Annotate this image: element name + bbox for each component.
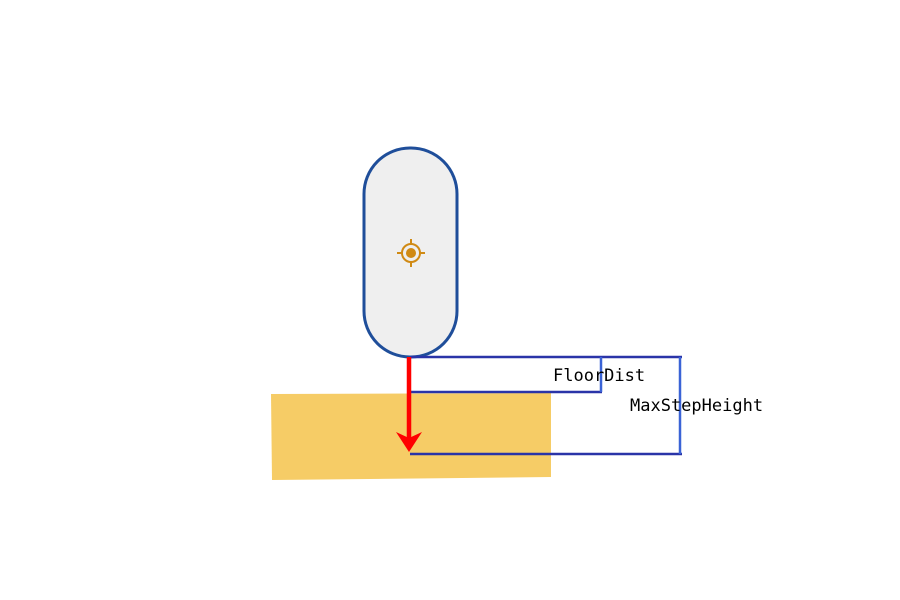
trace-arrow-head: [396, 432, 422, 452]
crosshair-icon: [397, 239, 425, 267]
dimension-lines: [410, 355, 682, 456]
max-step-height-label: MaxStepHeight: [630, 396, 763, 416]
floor-dist-label: FloorDist: [553, 366, 645, 386]
crosshair-dot: [406, 248, 416, 258]
down-arrow-icon: [396, 357, 422, 452]
